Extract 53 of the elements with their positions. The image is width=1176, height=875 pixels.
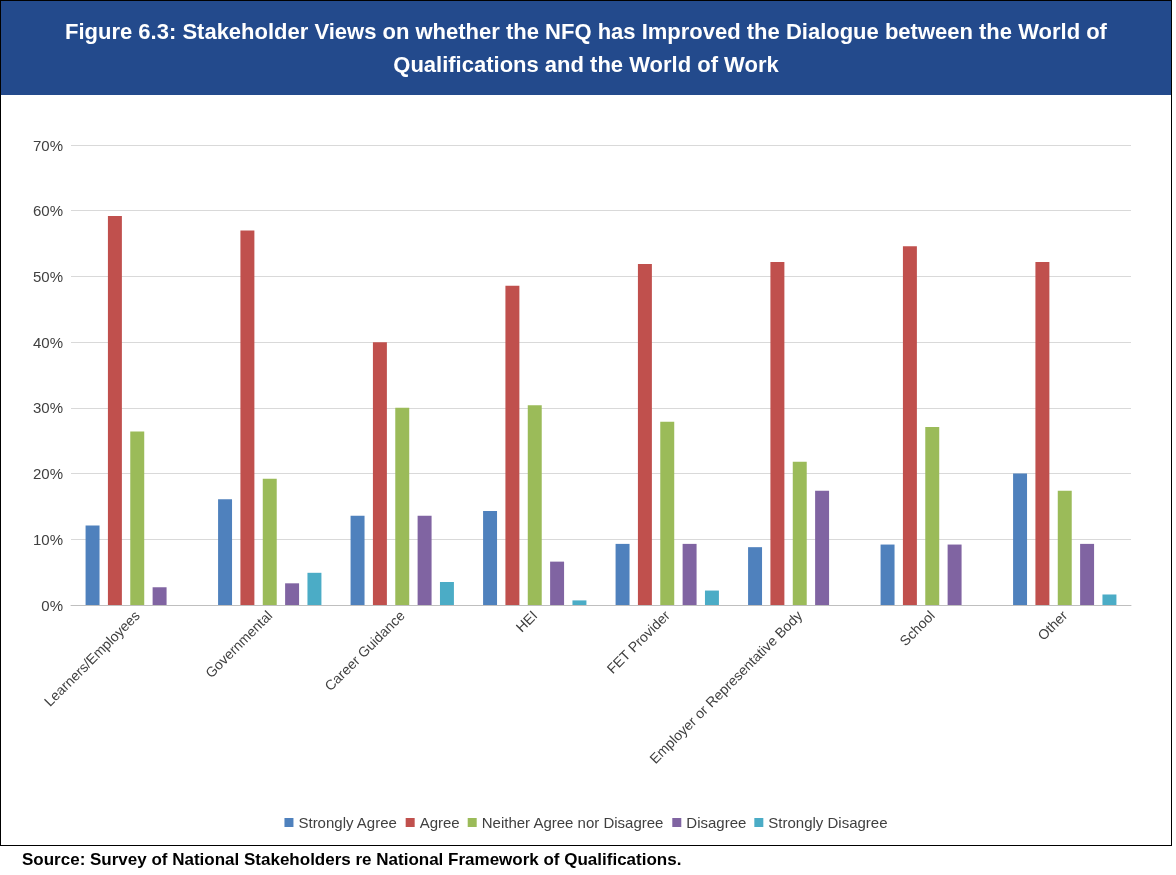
y-tick-label: 20% — [32, 465, 63, 483]
bar — [1102, 594, 1117, 605]
bar — [947, 544, 962, 605]
bar — [1013, 473, 1028, 605]
y-tick-label: 60% — [32, 202, 63, 220]
y-tick-label: 10% — [32, 530, 63, 548]
y-tick-label: 0% — [41, 596, 63, 614]
bar — [550, 561, 565, 605]
y-tick-label: 40% — [32, 333, 63, 351]
legend-label: Agree — [419, 814, 460, 831]
bar — [925, 426, 940, 605]
bar — [1035, 261, 1050, 605]
bar — [372, 342, 387, 605]
bar — [505, 285, 520, 605]
bar — [218, 499, 233, 605]
bar — [792, 461, 807, 605]
bar — [483, 511, 498, 605]
bar — [107, 215, 122, 605]
x-tick-label: HEI — [512, 607, 541, 636]
y-tick-label: 70% — [32, 136, 63, 154]
bar — [307, 572, 322, 605]
bar — [350, 515, 365, 605]
bar — [285, 583, 300, 605]
bar — [704, 590, 719, 605]
bar — [240, 230, 255, 605]
bar — [880, 544, 895, 605]
bar — [572, 600, 587, 605]
source-note: Source: Survey of National Stakeholders re National Framework of Qualifications. — [21, 849, 683, 870]
legend-label: Strongly Agree — [298, 814, 397, 831]
bar — [85, 525, 100, 605]
bar — [130, 431, 145, 605]
y-tick-label: 30% — [32, 399, 63, 417]
bar — [1057, 490, 1072, 605]
bar — [770, 261, 785, 605]
legend-label: Neither Agree nor Disagree — [481, 814, 664, 831]
bar — [527, 405, 542, 605]
bar — [152, 587, 167, 605]
bar — [660, 421, 675, 605]
bar — [439, 582, 454, 605]
bar — [748, 547, 763, 605]
bar — [1080, 543, 1095, 605]
bar — [395, 407, 410, 605]
bar — [637, 263, 652, 605]
bar — [262, 478, 277, 605]
legend-label: Strongly Disagree — [768, 814, 888, 831]
bar — [417, 515, 432, 605]
y-tick-label: 50% — [32, 267, 63, 285]
chart-title: Figure 6.3: Stakeholder Views on whether the NFQ has Improved the Dialogue between the World of Qualifications and the World of Work — [1, 1, 1171, 95]
bar — [682, 543, 697, 605]
bar — [902, 246, 917, 605]
legend-label: Disagree — [686, 814, 747, 831]
bar — [615, 543, 630, 605]
bar — [815, 490, 830, 605]
